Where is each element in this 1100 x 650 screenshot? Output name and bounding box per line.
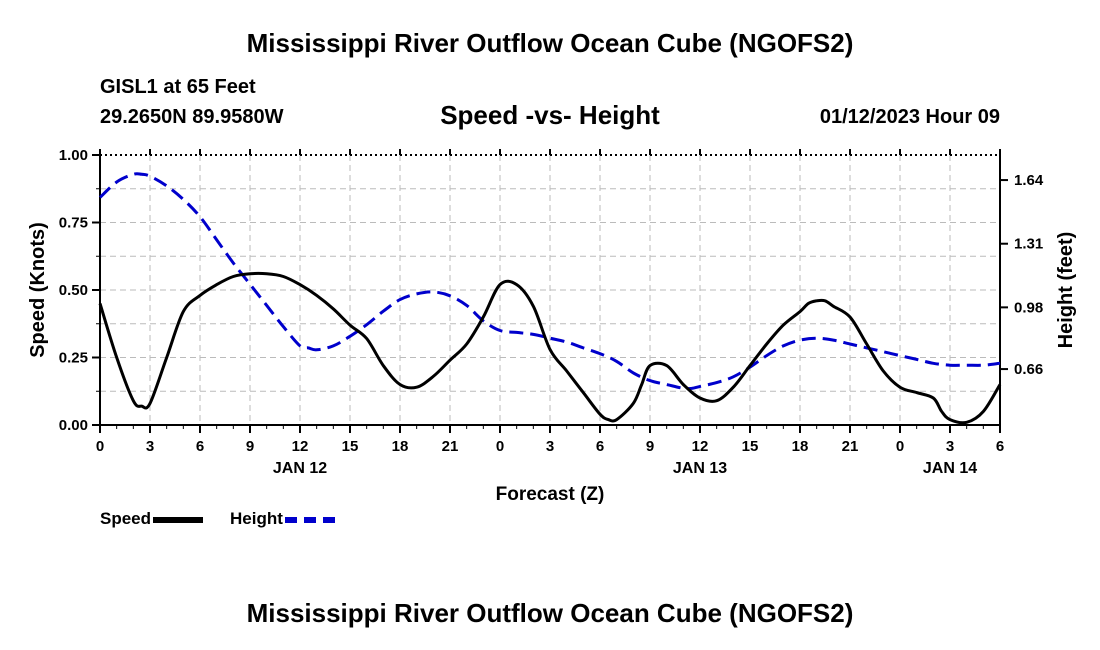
x-tick-label: 3 (146, 438, 154, 455)
main-title: Mississippi River Outflow Ocean Cube (NG… (246, 28, 854, 58)
y-tick-label: 0.00 (59, 417, 88, 434)
legend-item-speed: Speed (100, 509, 204, 529)
x-tick-label: 18 (392, 438, 409, 455)
x-tick-label: 21 (442, 438, 459, 455)
bottom-title: Mississippi River Outflow Ocean Cube (NG… (246, 598, 854, 628)
x-day-label: JAN 13 (673, 460, 727, 477)
x-tick-label: 3 (946, 438, 954, 455)
x-tick-label: 15 (342, 438, 359, 455)
legend-label-speed: Speed (100, 509, 152, 528)
y2-tick-label: 1.64 (1014, 172, 1044, 189)
x-tick-label: 18 (792, 438, 809, 455)
x-tick-label: 12 (292, 438, 309, 455)
x-tick-label: 6 (996, 438, 1004, 455)
x-tick-label: 3 (546, 438, 554, 455)
x-axis-label: Forecast (Z) (496, 484, 605, 505)
x-tick-label: 6 (196, 438, 204, 455)
x-tick-label: 12 (692, 438, 709, 455)
x-tick-label: 0 (96, 438, 104, 455)
x-tick-label: 9 (646, 438, 654, 455)
chart-subtitle: Speed -vs- Height (440, 100, 660, 130)
y-tick-label: 0.50 (59, 282, 88, 299)
legend-swatch-speed (153, 516, 204, 523)
station-label: GISL1 at 65 Feet (100, 76, 256, 98)
y2-tick-label: 1.31 (1014, 236, 1043, 253)
y-tick-label: 1.00 (59, 147, 88, 164)
y-axis-label: Speed (Knots) (27, 222, 49, 358)
x-tick-label: 0 (496, 438, 504, 455)
station-coordinates: 29.2650N 89.9580W (100, 106, 284, 128)
forecast-datetime: 01/12/2023 Hour 09 (819, 106, 1000, 128)
x-tick-label: 21 (842, 438, 859, 455)
y2-tick-label: 0.98 (1014, 299, 1043, 316)
y2-tick-label: 0.66 (1014, 361, 1043, 378)
x-tick-label: 9 (246, 438, 254, 455)
x-day-label: JAN 14 (923, 460, 977, 477)
x-tick-label: 6 (596, 438, 604, 455)
x-tick-label: 15 (742, 438, 759, 455)
series-line-speed (98, 271, 1002, 425)
legend-item-height: Height (230, 509, 335, 529)
legend-swatch-height (284, 516, 335, 523)
y-tick-label: 0.25 (59, 350, 88, 367)
x-tick-label: 0 (896, 438, 904, 455)
y-tick-label: 0.75 (59, 215, 88, 232)
legend-label-height: Height (230, 509, 283, 528)
x-day-label: JAN 12 (273, 460, 327, 477)
y2-axis-label: Height (feet) (1055, 232, 1077, 349)
